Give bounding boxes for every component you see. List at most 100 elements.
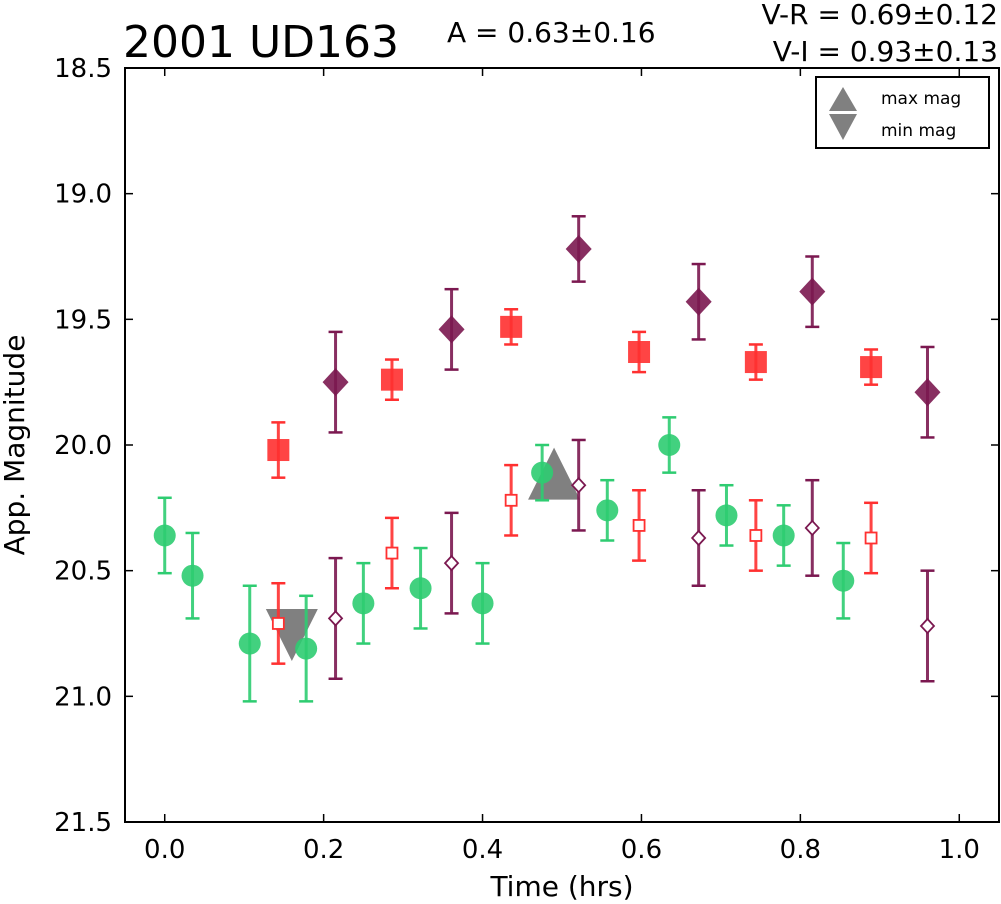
marker-square: [860, 356, 883, 379]
data-point-diamond: [570, 438, 587, 532]
data-point-circle: [352, 561, 375, 645]
data-point-diamond: [327, 556, 344, 680]
marker-circle: [471, 592, 494, 615]
data-point-square: [860, 348, 883, 386]
marker-diamond: [322, 368, 349, 397]
data-point-diamond: [685, 262, 712, 341]
y-tick-label: 20.0: [54, 431, 112, 461]
marker-diamond: [443, 554, 460, 572]
data-point-circle: [658, 416, 681, 474]
marker-square: [385, 546, 399, 560]
legend-max-mag-marker: [829, 87, 857, 111]
legend: max mag min mag: [815, 76, 990, 149]
marker-square: [628, 341, 651, 364]
data-point-square: [628, 330, 651, 374]
marker-square: [864, 531, 878, 545]
plot-marks: [153, 215, 941, 703]
marker-square: [744, 351, 767, 374]
data-point-square: [748, 499, 763, 572]
marker-circle: [352, 592, 375, 615]
marker-diamond: [914, 378, 941, 407]
data-point-circle: [409, 546, 432, 630]
data-point-circle: [295, 594, 318, 703]
y-tick-label: 19.0: [54, 180, 112, 210]
data-point-square: [380, 358, 403, 402]
data-point-diamond: [804, 478, 821, 577]
y-tick-label: 18.5: [54, 54, 112, 84]
marker-diamond: [919, 617, 936, 635]
data-point-circle: [772, 504, 795, 567]
data-point-diamond: [690, 488, 707, 587]
marker-circle: [409, 577, 432, 600]
data-point-circle: [471, 561, 494, 645]
x-tick-label: 0.4: [462, 835, 503, 865]
marker-square: [500, 315, 523, 338]
marker-circle: [832, 569, 855, 592]
x-tick-label: 1.0: [939, 835, 980, 865]
marker-diamond: [799, 277, 826, 306]
marker-circle: [295, 637, 318, 660]
data-point-diamond: [565, 215, 592, 283]
marker-diamond: [327, 610, 344, 627]
data-point-circle: [153, 496, 176, 575]
v-i-annotation: V-I = 0.93±0.13: [773, 35, 998, 68]
data-point-square: [504, 463, 519, 537]
x-tick-label: 0.6: [621, 835, 662, 865]
data-point-diamond: [919, 569, 936, 683]
v-r-annotation: V-R = 0.69±0.12: [762, 0, 998, 31]
marker-diamond: [570, 476, 587, 494]
data-point-circle: [715, 483, 738, 547]
y-tick-label: 21.5: [54, 808, 112, 838]
data-point-square: [271, 581, 286, 665]
marker-diamond: [438, 315, 465, 344]
marker-circle: [238, 632, 261, 655]
marker-square: [380, 368, 403, 391]
data-point-square: [500, 308, 523, 346]
data-point-square: [744, 343, 767, 381]
marker-diamond: [690, 529, 707, 547]
data-point-circle: [181, 531, 204, 620]
marker-diamond: [565, 234, 592, 263]
data-point-diamond: [438, 287, 465, 371]
data-point-circle: [531, 443, 554, 502]
data-point-diamond: [443, 511, 460, 615]
x-tick-label: 0.2: [303, 835, 344, 865]
data-point-diamond: [914, 345, 941, 439]
marker-circle: [531, 461, 554, 484]
legend-label-max-mag: max mag: [881, 89, 961, 109]
marker-circle: [658, 434, 681, 456]
data-point-square: [267, 421, 290, 479]
legend-label-min-mag: min mag: [881, 121, 956, 141]
amplitude-annotation: A = 0.63±0.16: [447, 16, 656, 49]
marker-square: [749, 529, 763, 542]
data-point-circle: [832, 541, 855, 620]
marker-square: [267, 439, 290, 462]
data-point-square: [632, 488, 647, 562]
plot-frame: [124, 67, 1000, 823]
x-axis-label: Time (hrs): [489, 870, 633, 903]
x-tick-label: 0.8: [780, 835, 821, 865]
data-point-diamond: [322, 330, 349, 434]
axis-ticks: 0.0 0.2 0.4 0.6 0.8 1.0 18.5 19.0 19.5 20.0 20.5 21…: [54, 54, 999, 865]
marker-square: [632, 519, 646, 532]
data-point-diamond: [799, 255, 826, 329]
legend-min-mag-marker: [829, 114, 857, 140]
marker-diamond: [804, 519, 821, 537]
marker-circle: [715, 504, 738, 527]
y-tick-label: 20.5: [54, 557, 112, 587]
y-tick-label: 21.0: [54, 682, 112, 712]
marker-circle: [772, 524, 795, 547]
data-point-square: [864, 501, 879, 575]
data-point-circle: [238, 584, 261, 703]
marker-square: [504, 493, 518, 507]
data-point-square: [384, 516, 399, 590]
marker-circle: [596, 499, 619, 522]
marker-circle: [181, 564, 204, 587]
x-tick-label: 0.0: [144, 835, 185, 865]
marker-diamond: [685, 287, 712, 316]
marker-square: [271, 617, 285, 630]
chart-title: 2001 UD163: [123, 17, 399, 68]
marker-circle: [153, 524, 176, 547]
y-axis-label: App. Magnitude: [0, 335, 31, 556]
